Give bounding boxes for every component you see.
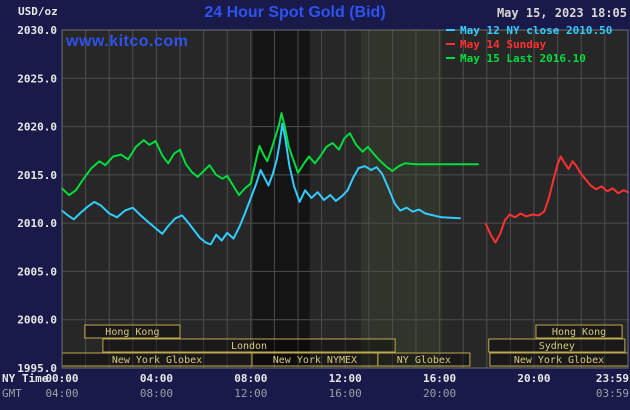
x-axis-ny-tick-label: 16:00	[423, 372, 456, 385]
legend-label: May 15 Last 2016.10	[460, 51, 586, 65]
legend-marker	[446, 43, 455, 45]
legend-item: May 12 NY close 2010.50	[446, 23, 612, 37]
x-axis-ny-tick-label: 04:00	[140, 372, 173, 385]
y-axis-tick-label: 1995.0	[17, 362, 57, 375]
x-axis-ny-tick-label: 08:00	[234, 372, 267, 385]
legend-marker	[446, 29, 455, 31]
x-axis-gmt-tick-label: 08:00	[140, 387, 173, 400]
x-axis-gmt-tick-label: 04:00	[45, 387, 78, 400]
legend: May 12 NY close 2010.50 May 14 Sunday May …	[446, 23, 612, 65]
x-axis-gmt-tick-label: 12:00	[234, 387, 267, 400]
plot-border	[61, 29, 629, 369]
session-shade-band	[360, 30, 442, 368]
x-axis-gmt-tick-label: 03:59	[596, 387, 629, 400]
session-box	[488, 338, 626, 353]
legend-item: May 14 Sunday	[446, 37, 612, 51]
session-label: New York Globex	[514, 355, 604, 366]
x-axis-ny-tick-label: 00:00	[45, 372, 78, 385]
x-axis-gmt-tick-label: 16:00	[329, 387, 362, 400]
ny-time-axis-label: NY Time	[2, 372, 49, 385]
gmt-axis-label: GMT	[2, 387, 22, 400]
y-axis-tick-label: 2005.0	[17, 265, 57, 278]
session-label: London	[231, 341, 267, 352]
chart-title: 24 Hour Spot Gold (Bid)	[204, 4, 386, 21]
legend-marker	[446, 57, 455, 59]
y-axis-tick-label: 2020.0	[17, 121, 57, 134]
session-label: Hong Kong	[552, 327, 606, 338]
legend-label: May 14 Sunday	[460, 37, 547, 51]
x-axis-gmt-tick-label: 20:00	[423, 387, 456, 400]
legend-item: May 15 Last 2016.10	[446, 51, 612, 65]
legend-label: May 12 NY close 2010.50	[460, 23, 613, 37]
session-label: NY Globex	[397, 355, 451, 366]
chart-datetime: May 15, 2023 18:05	[496, 6, 627, 20]
x-axis-ny-tick-label: 23:59	[596, 372, 629, 385]
y-axis-unit-label: USD/oz	[18, 5, 58, 18]
price-line	[485, 155, 629, 244]
session-label: Hong Kong	[105, 327, 159, 338]
y-axis-tick-label: 2030.0	[17, 24, 57, 37]
x-axis-ny-tick-label: 20:00	[517, 372, 550, 385]
price-line	[61, 122, 461, 246]
session-box	[84, 324, 181, 339]
session-box	[377, 352, 471, 367]
session-label: New York Globex	[112, 355, 202, 366]
price-line	[61, 112, 480, 197]
session-box	[102, 338, 396, 353]
session-box	[535, 324, 623, 339]
y-axis-tick-label: 2000.0	[17, 314, 57, 327]
x-axis-ny-tick-label: 12:00	[329, 372, 362, 385]
y-axis-tick-label: 2015.0	[17, 169, 57, 182]
session-label: Sydney	[539, 341, 575, 352]
kitco-watermark-link[interactable]: www.kitco.com	[66, 33, 189, 50]
y-axis-tick-label: 2010.0	[17, 217, 57, 230]
session-label: New York NYMEX	[273, 355, 357, 366]
y-axis-tick-label: 2025.0	[17, 72, 57, 85]
